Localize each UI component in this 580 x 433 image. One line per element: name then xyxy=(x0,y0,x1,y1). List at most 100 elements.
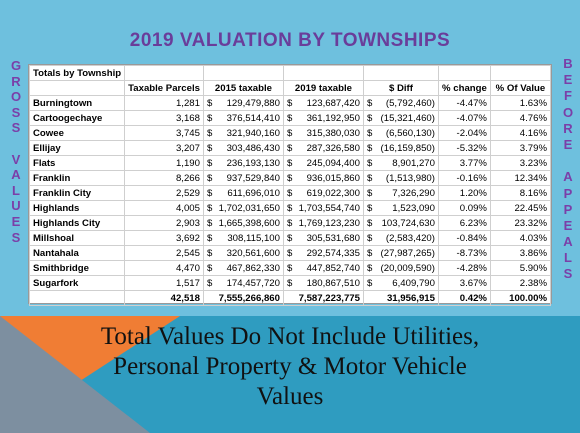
currency-value: (27,987,265) xyxy=(380,247,435,259)
currency-symbol: $ xyxy=(366,172,373,184)
total-percent: 100.00% xyxy=(489,290,552,306)
column-header: $ Diff xyxy=(362,80,439,96)
currency-symbol: $ xyxy=(206,142,213,154)
currency-symbol: $ xyxy=(366,97,373,109)
currency-symbol: $ xyxy=(286,187,293,199)
side-letter: P xyxy=(563,201,573,217)
total-parcels: 42,518 xyxy=(124,290,204,306)
side-letter: R xyxy=(11,73,21,89)
dollar-diff: $ (1,513,980) xyxy=(362,170,439,186)
currency-value: (2,583,420) xyxy=(385,232,435,244)
township-name: Highlands City xyxy=(28,215,126,231)
currency-value: 180,867,510 xyxy=(306,277,360,289)
currency-value: 6,409,790 xyxy=(392,277,435,289)
currency-value: 174,457,720 xyxy=(226,277,280,289)
currency-value: 129,479,880 xyxy=(226,97,280,109)
total-2019: 7,587,223,775 xyxy=(282,290,364,306)
percent-change: 6.23% xyxy=(437,215,491,231)
currency-value: 303,486,430 xyxy=(226,142,280,154)
dollar-diff: $ (16,159,850) xyxy=(362,140,439,156)
table-corner-label: Totals by Township xyxy=(28,65,126,81)
percent-change: 0.09% xyxy=(437,200,491,216)
township-name: Franklin xyxy=(28,170,126,186)
currency-symbol: $ xyxy=(286,247,293,259)
grey-accent-shape xyxy=(0,316,150,433)
currency-value: (5,792,460) xyxy=(385,97,435,109)
percent-change: -4.07% xyxy=(437,110,491,126)
side-letter: S xyxy=(11,104,21,120)
side-letter: S xyxy=(11,120,21,136)
currency-symbol: $ xyxy=(206,262,213,274)
footer-line: Personal Property & Motor Vehicle xyxy=(113,353,467,380)
side-letter: F xyxy=(564,88,572,104)
currency-value: (1,513,980) xyxy=(385,172,435,184)
currency-value: 1,523,090 xyxy=(392,202,435,214)
table-header-row: Taxable Parcels 2015 taxable 2019 taxabl… xyxy=(28,80,552,96)
table-row: Nantahala 2,545 $320,561,600 $292,574,335 $(… xyxy=(28,245,552,261)
percent-of-value: 4.16% xyxy=(489,125,552,141)
taxable-2019: $245,094,400 xyxy=(282,155,364,171)
currency-value: (15,321,460) xyxy=(380,112,435,124)
currency-symbol: $ xyxy=(366,157,373,169)
currency-value: 315,380,030 xyxy=(306,127,360,139)
percent-of-value: 12.34% xyxy=(489,170,552,186)
currency-value: 7,326,290 xyxy=(392,187,435,199)
table-caption-row: Totals by Township xyxy=(28,65,552,81)
township-name: Burningtown xyxy=(28,95,126,111)
currency-symbol: $ xyxy=(366,187,373,199)
currency-symbol: $ xyxy=(366,232,373,244)
side-letter: E xyxy=(11,213,21,229)
table-row: Franklin 8,266 $937,529,840 $936,015,860 $ (1… xyxy=(28,170,552,186)
currency-value: (6,560,130) xyxy=(385,127,435,139)
taxable-2015: $1,702,031,650 xyxy=(202,200,284,216)
dollar-diff: $ (2,583,420) xyxy=(362,230,439,246)
percent-change: 3.77% xyxy=(437,155,491,171)
township-name: Cowee xyxy=(28,125,126,141)
percent-change: -5.32% xyxy=(437,140,491,156)
taxable-2015: $174,457,720 xyxy=(202,275,284,291)
currency-symbol: $ xyxy=(206,97,213,109)
dollar-diff: $ (20,009,590) xyxy=(362,260,439,276)
taxable-2019: $123,687,420 xyxy=(282,95,364,111)
percent-of-value: 1.63% xyxy=(489,95,552,111)
currency-symbol: $ xyxy=(286,127,293,139)
table-row: Smithbridge 4,470 $467,862,330 $447,852,740… xyxy=(28,260,552,276)
percent-of-value: 22.45% xyxy=(489,200,552,216)
township-name: Cartoogechaye xyxy=(28,110,126,126)
percent-change: -4.47% xyxy=(437,95,491,111)
taxable-parcels: 3,745 xyxy=(124,125,204,141)
taxable-2015: $467,862,330 xyxy=(202,260,284,276)
dollar-diff: $1,523,090 xyxy=(362,200,439,216)
dollar-diff: $ (27,987,265) xyxy=(362,245,439,261)
township-name: Flats xyxy=(28,155,126,171)
percent-of-value: 4.76% xyxy=(489,110,552,126)
taxable-2015: $376,514,410 xyxy=(202,110,284,126)
currency-value: 245,094,400 xyxy=(306,157,360,169)
side-letter: S xyxy=(563,266,573,282)
taxable-parcels: 2,529 xyxy=(124,185,204,201)
footer-line: Total Values Do Not Include Utilities, xyxy=(100,323,480,350)
currency-value: 305,531,680 xyxy=(306,232,360,244)
side-letter: P xyxy=(563,185,573,201)
currency-value: 123,687,420 xyxy=(306,97,360,109)
currency-symbol: $ xyxy=(286,97,293,109)
taxable-2019: $305,531,680 xyxy=(282,230,364,246)
table-row: Sugarfork 1,517 $174,457,720 $180,867,510 $6… xyxy=(28,275,552,291)
township-name: Nantahala xyxy=(28,245,126,261)
side-letter xyxy=(559,153,577,169)
percent-change: 1.20% xyxy=(437,185,491,201)
currency-symbol: $ xyxy=(206,202,213,214)
currency-symbol: $ xyxy=(206,112,213,124)
column-header: % Of Value xyxy=(489,80,552,96)
currency-value: 611,696,010 xyxy=(227,187,280,199)
total-2015: 7,555,266,860 xyxy=(202,290,284,306)
currency-symbol: $ xyxy=(206,247,213,259)
currency-value: 1,703,554,740 xyxy=(298,202,360,214)
table-row: Cartoogechaye 3,168 $376,514,410 $361,192,9… xyxy=(28,110,552,126)
taxable-parcels: 3,207 xyxy=(124,140,204,156)
taxable-parcels: 8,266 xyxy=(124,170,204,186)
totals-row: 42,518 7,555,266,860 7,587,223,775 31,956,9… xyxy=(28,290,552,306)
side-letter: U xyxy=(11,198,21,214)
township-name: Millshoal xyxy=(28,230,126,246)
